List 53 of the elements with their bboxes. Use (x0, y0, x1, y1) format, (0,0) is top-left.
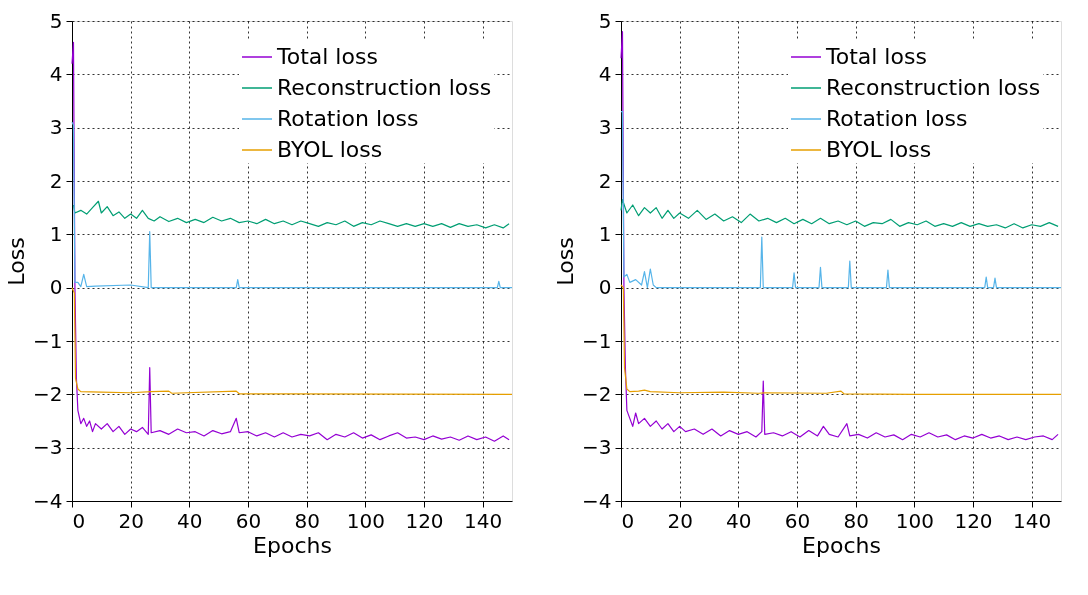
x-tick-label: 80 (843, 508, 869, 533)
y-axis-title: Loss (553, 237, 579, 286)
y-tick-label: 4 (598, 61, 612, 86)
x-tick-label: 40 (177, 508, 203, 533)
y-tick-label: −3 (582, 435, 612, 460)
legend-label: Rotation loss (277, 106, 419, 131)
legend-label: Reconstruction loss (826, 75, 1041, 100)
x-tick-label: 20 (667, 508, 693, 533)
legend-label: Total loss (825, 44, 927, 69)
y-tick-label: 2 (598, 168, 612, 193)
y-tick-label: −4 (582, 488, 612, 513)
y-tick-label: −3 (33, 435, 63, 460)
y-tick-label: −2 (33, 381, 63, 406)
line-series (72, 200, 510, 229)
line-series (620, 111, 1062, 289)
y-tick-label: 1 (598, 221, 612, 246)
y-tick-label: −1 (33, 328, 63, 353)
x-tick-label: 100 (346, 508, 385, 533)
y-tick-label: 3 (598, 115, 612, 140)
line-series (71, 287, 513, 395)
x-tick-label: 140 (1013, 508, 1052, 533)
y-axis-title: Loss (4, 237, 30, 286)
line-series (620, 284, 1062, 395)
x-tick-label: 0 (621, 508, 635, 533)
legend-label: Rotation loss (826, 106, 968, 131)
y-tick-label: 3 (49, 115, 63, 140)
y-tick-label: −1 (582, 328, 612, 353)
x-tick-label: 120 (405, 508, 444, 533)
y-tick-label: 0 (598, 275, 612, 300)
y-tick-label: 4 (49, 61, 63, 86)
line-series (620, 199, 1059, 229)
x-tick-label: 0 (72, 508, 86, 533)
y-tick-label: 5 (598, 8, 612, 33)
y-tick-label: 0 (49, 275, 63, 300)
y-tick-label: −2 (582, 381, 612, 406)
legend-label: BYOL loss (826, 137, 932, 162)
y-tick-label: 5 (49, 8, 63, 33)
legend-label: BYOL loss (277, 137, 383, 162)
y-tick-label: −4 (33, 488, 63, 513)
x-tick-label: 120 (954, 508, 993, 533)
legend-label: Total loss (276, 44, 378, 69)
y-tick-label: 2 (49, 168, 63, 193)
x-tick-label: 40 (726, 508, 752, 533)
x-tick-label: 20 (118, 508, 144, 533)
x-axis-title: Epochs (802, 532, 881, 558)
legend-label: Reconstruction loss (277, 75, 492, 100)
x-tick-label: 80 (294, 508, 320, 533)
x-axis-title: Epochs (253, 532, 332, 558)
y-tick-label: 1 (49, 221, 63, 246)
x-tick-label: 140 (464, 508, 503, 533)
x-tick-label: 60 (784, 508, 811, 533)
x-tick-label: 100 (895, 508, 934, 533)
x-tick-label: 60 (235, 508, 262, 533)
